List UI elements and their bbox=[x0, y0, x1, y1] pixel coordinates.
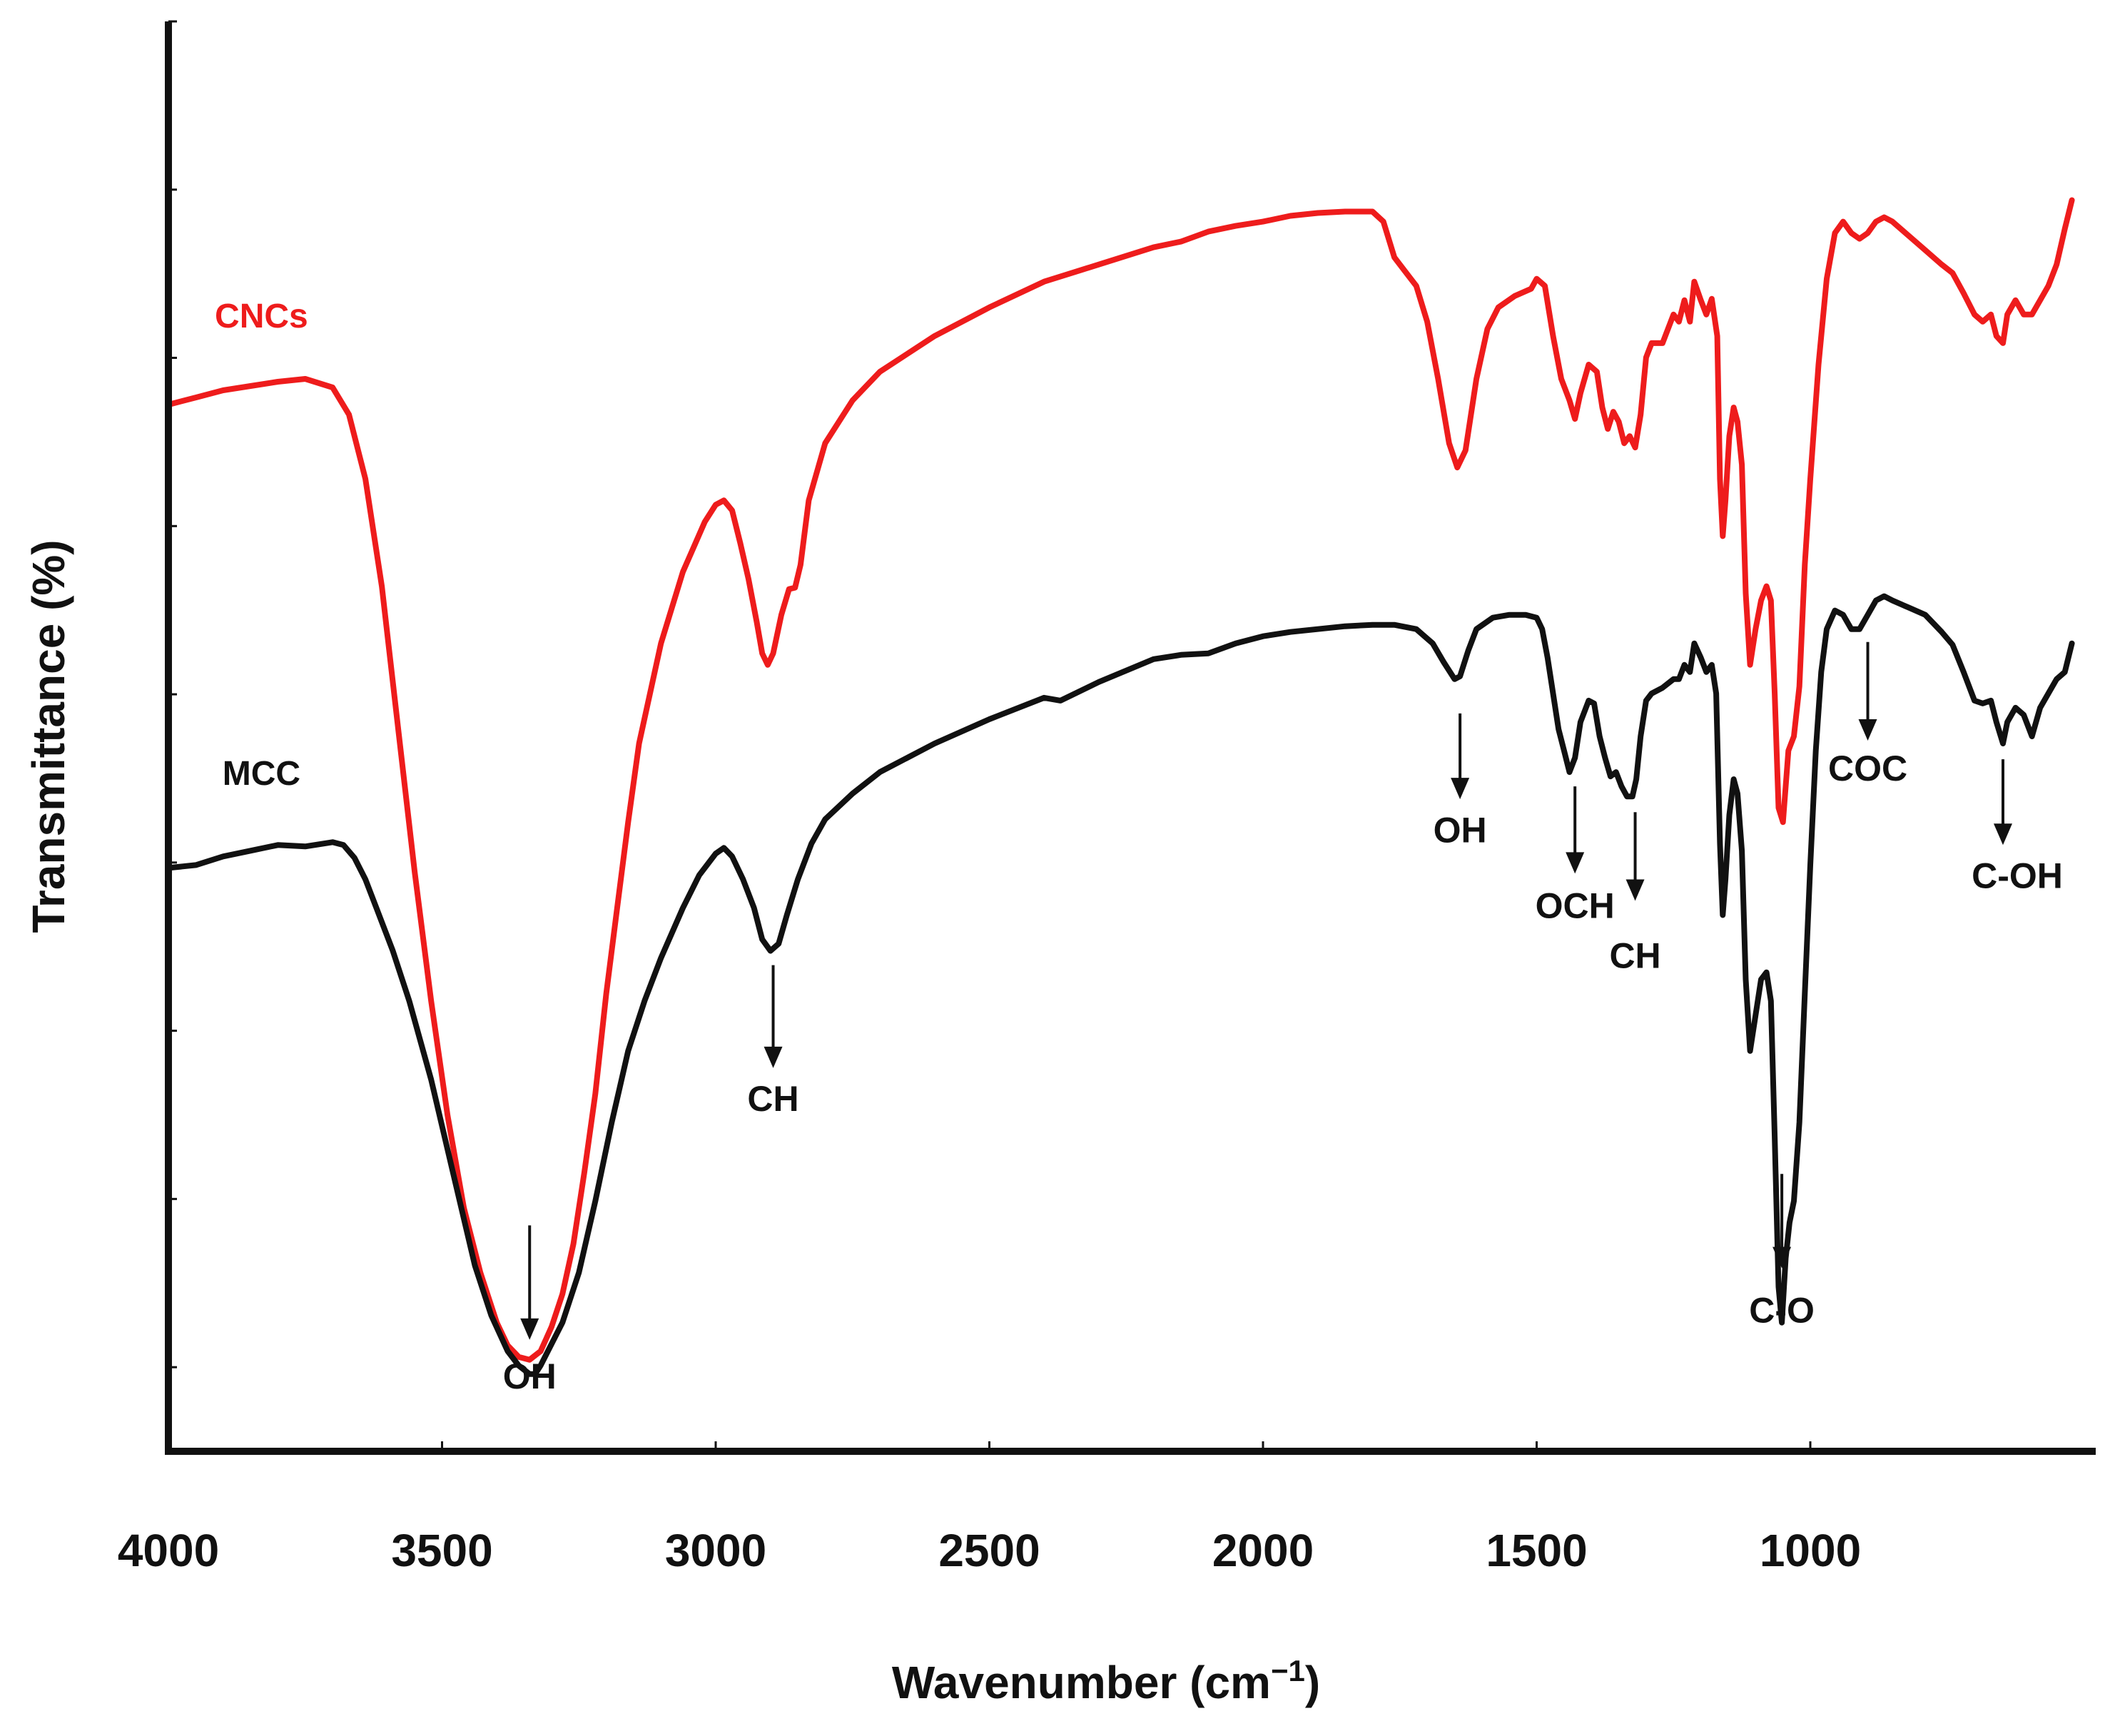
annotation-oh: OH bbox=[1434, 713, 1487, 850]
annotation-label: OCH bbox=[1536, 886, 1615, 926]
x-tick-label: 2000 bbox=[1212, 1525, 1314, 1576]
series-label-mcc: MCC bbox=[223, 755, 300, 793]
annotation-c-oh: C-OH bbox=[1972, 759, 2063, 895]
series-labels: CNCs MCC bbox=[215, 298, 308, 793]
annotation-arrowhead bbox=[1451, 778, 1470, 800]
annotation-label: CH bbox=[747, 1079, 798, 1119]
annotation-arrowhead bbox=[520, 1318, 539, 1340]
annotation-arrowhead bbox=[1625, 879, 1645, 901]
annotation-label: C-O bbox=[1749, 1291, 1815, 1331]
series-line-cncs bbox=[166, 197, 2075, 1363]
x-axis-title-main: Wavenumber (cm bbox=[892, 1657, 1271, 1708]
annotation-label: C-OH bbox=[1972, 856, 2063, 895]
series-line-mcc bbox=[166, 593, 2075, 1377]
annotation-arrowhead bbox=[764, 1046, 783, 1068]
x-tick-label: 4000 bbox=[118, 1525, 219, 1576]
annotation-label: OH bbox=[1434, 810, 1487, 850]
annotation-ch: CH bbox=[1609, 812, 1661, 976]
y-axis-title: Transmittance (%) bbox=[23, 539, 74, 933]
x-tick-label: 3000 bbox=[665, 1525, 766, 1576]
annotation-ch: CH bbox=[747, 965, 799, 1119]
annotation-arrowhead bbox=[1772, 1247, 1792, 1269]
annotation-arrowhead bbox=[1566, 852, 1585, 874]
annotation-coc: COC bbox=[1828, 641, 1907, 788]
x-axis-title: Wavenumber (cm−1) bbox=[892, 1654, 1320, 1708]
annotation-label: CH bbox=[1609, 936, 1660, 976]
annotation-c-o: C-O bbox=[1749, 1174, 1815, 1331]
series-label-cncs: CNCs bbox=[215, 298, 308, 335]
annotation-label: COC bbox=[1828, 748, 1907, 788]
x-axis-tick-labels: 4000 3500 3000 2500 2000 1500 1000 bbox=[118, 1525, 1861, 1576]
annotation-oh: OH bbox=[503, 1225, 557, 1396]
x-tick-label: 2500 bbox=[938, 1525, 1040, 1576]
peak-annotations: OH CH OH OCH CH C-O COC C-OH bbox=[503, 641, 2063, 1396]
x-tick-label: 1000 bbox=[1760, 1525, 1861, 1576]
x-tick-label: 3500 bbox=[391, 1525, 492, 1576]
x-axis-title-close: ) bbox=[1305, 1657, 1320, 1708]
annotation-arrowhead bbox=[1993, 823, 2012, 846]
series-lines bbox=[166, 197, 2075, 1377]
annotation-label: OH bbox=[503, 1356, 557, 1396]
x-tick-label: 1500 bbox=[1486, 1525, 1587, 1576]
annotation-arrowhead bbox=[1858, 719, 1877, 741]
x-axis-title-superscript: −1 bbox=[1271, 1654, 1305, 1687]
annotation-och: OCH bbox=[1536, 786, 1615, 926]
